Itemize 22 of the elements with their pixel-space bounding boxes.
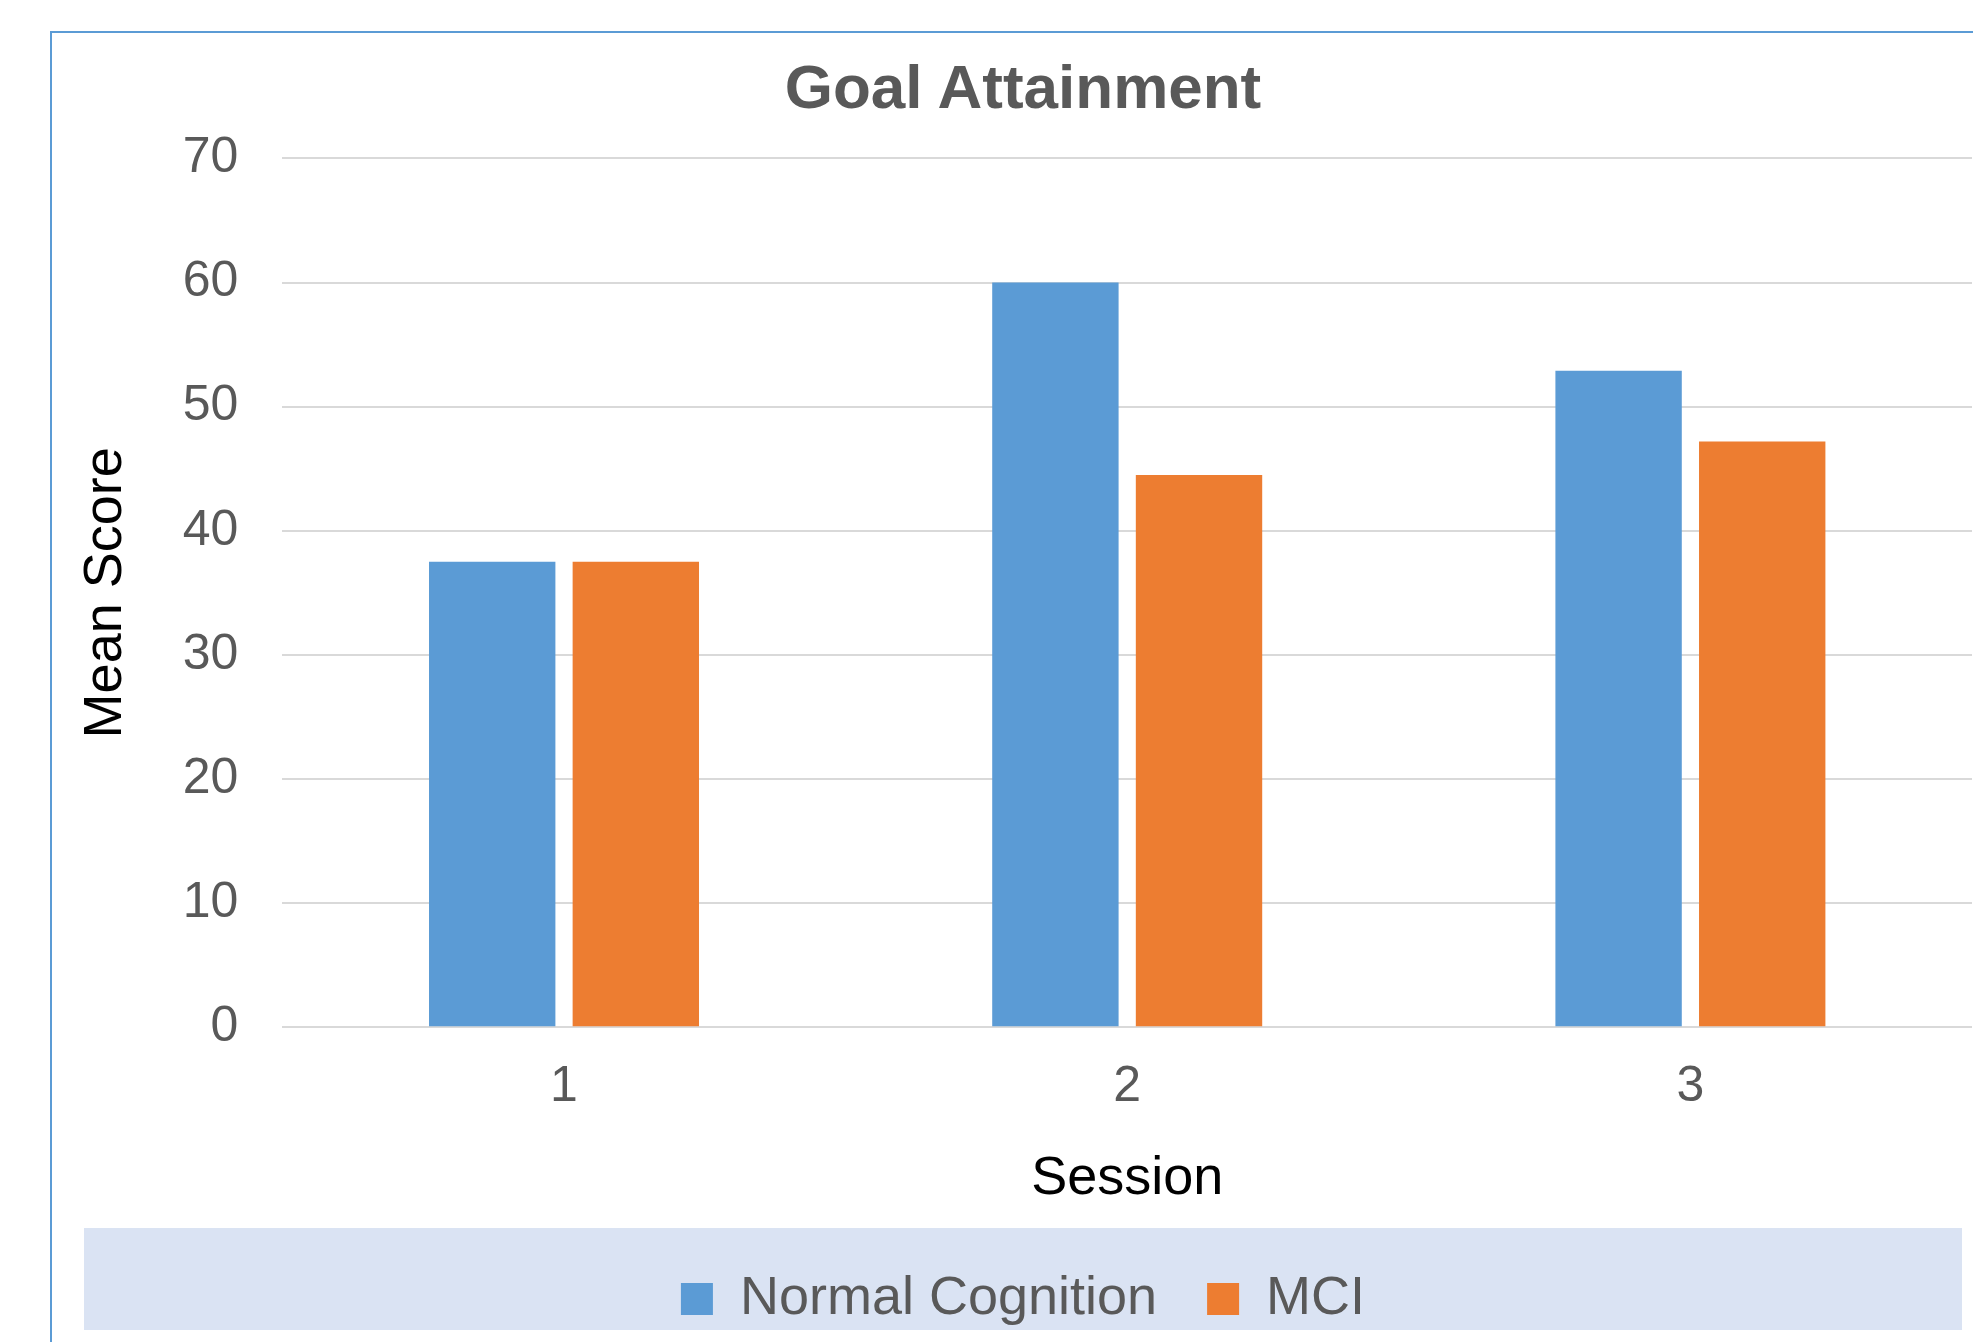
legend-label: MCI: [1266, 1264, 1366, 1325]
x-tick-label: 3: [1676, 1055, 1705, 1112]
chart-title: Goal Attainment: [784, 52, 1262, 122]
bar: [572, 561, 700, 1027]
y-tick-label: 50: [182, 375, 239, 432]
legend-label: Normal Cognition: [739, 1264, 1158, 1325]
y-tick-label: 20: [182, 747, 239, 804]
y-tick-label: 0: [210, 995, 239, 1052]
x-axis-title: Session: [1031, 1145, 1224, 1206]
bar: [429, 561, 556, 1027]
bar: [992, 282, 1119, 1027]
x-tick-label: 1: [550, 1055, 578, 1112]
y-tick-label: 70: [182, 127, 239, 184]
y-axis-title: Mean Score: [72, 447, 133, 739]
y-tick-label: 40: [182, 499, 239, 556]
y-tick-label: 60: [182, 251, 239, 308]
y-tick-label: 10: [182, 871, 239, 928]
x-tick-label: 2: [1113, 1055, 1142, 1112]
y-tick-label: 30: [182, 623, 239, 680]
bar: [1135, 474, 1263, 1027]
bar: [1699, 441, 1826, 1027]
bar: [1555, 370, 1682, 1027]
